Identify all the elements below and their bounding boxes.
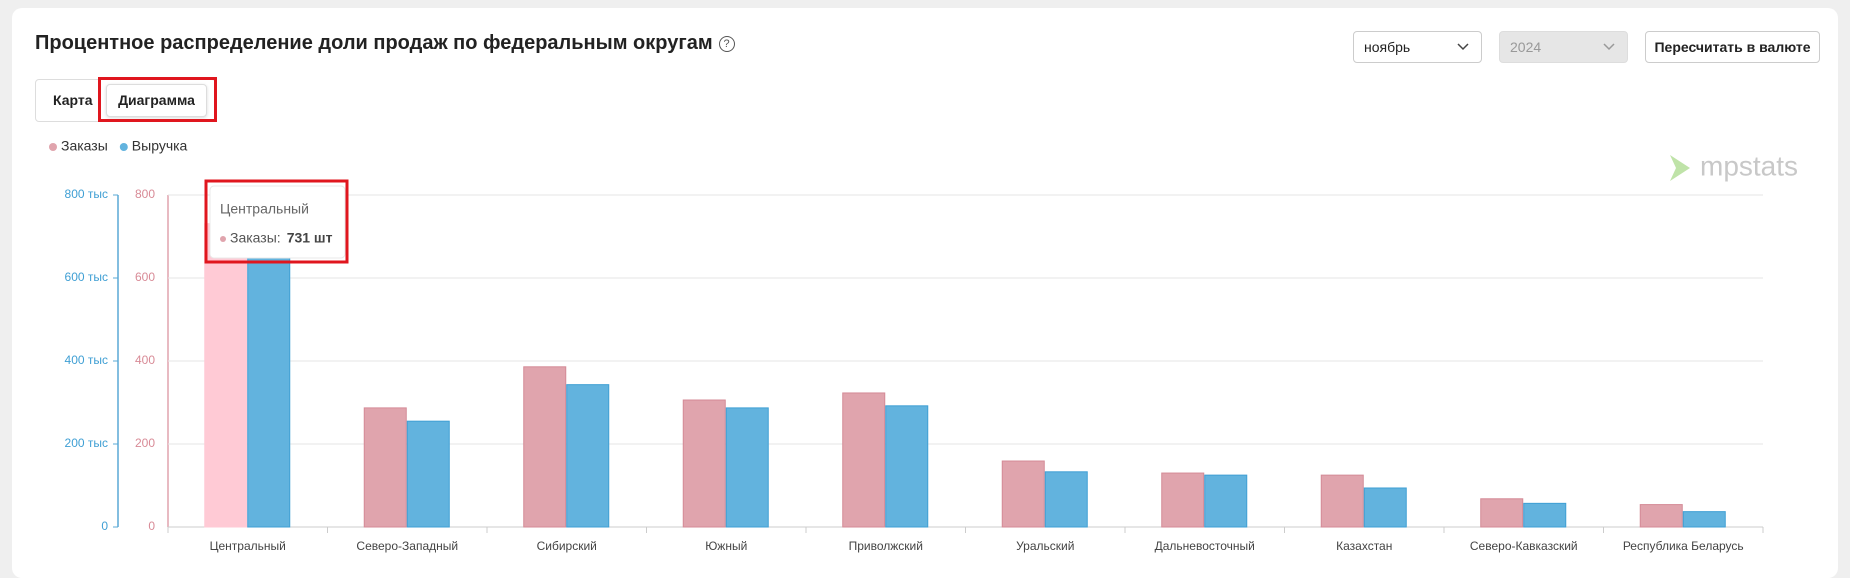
tab-map[interactable]: Карта <box>53 92 93 108</box>
bar <box>842 392 886 528</box>
watermark-text: mpstats <box>1700 150 1798 181</box>
x-tick-label: Северо-Западный <box>356 539 458 553</box>
tooltip-series: Заказы: <box>230 230 281 246</box>
chart: mpstats 0 200 400 600 800 0 200 тыс 400 тыс 600 … <box>49 138 1798 553</box>
bar <box>523 366 567 528</box>
x-tick-label: Уральский <box>1016 539 1074 553</box>
bar <box>725 407 769 528</box>
x-tick-label: Дальневосточный <box>1155 539 1255 553</box>
bar <box>1480 498 1524 528</box>
bar <box>1639 504 1683 528</box>
bar <box>1320 474 1364 528</box>
y-tick-label: 400 <box>135 353 155 367</box>
bar <box>363 407 407 528</box>
y-tick-label: 800 <box>135 187 155 201</box>
legend-label: Выручка <box>132 138 188 154</box>
tooltip-box <box>209 185 346 259</box>
tooltip-value: 731 шт <box>287 230 333 246</box>
x-tick-label: Северо-Кавказский <box>1470 539 1578 553</box>
y2-tick-label: 200 тыс <box>65 436 108 450</box>
bar <box>682 399 726 528</box>
year-select[interactable]: 2024 <box>1499 31 1628 63</box>
x-tick-label: Республика Беларусь <box>1623 539 1744 553</box>
y-tick-label: 600 <box>135 270 155 284</box>
month-select[interactable]: ноябрь <box>1353 31 1482 63</box>
bar <box>1161 472 1205 528</box>
x-tick-label: Приволжский <box>849 539 923 553</box>
tooltip-dot <box>220 236 226 242</box>
bar <box>566 384 610 528</box>
highlight-box <box>204 179 349 264</box>
page-title: Процентное распределение доли продаж по … <box>35 32 713 54</box>
bar <box>1363 487 1407 528</box>
bar <box>204 223 248 528</box>
legend-dot <box>49 143 57 151</box>
year-value: 2024 <box>1510 39 1542 55</box>
y-tick-label: 200 <box>135 436 155 450</box>
x-tick-label: Казахстан <box>1336 539 1392 553</box>
bar <box>247 256 291 528</box>
bar <box>1001 460 1045 528</box>
tooltip: Центральный Заказы: 731 шт <box>204 179 349 264</box>
y-tick-label: 0 <box>148 519 155 533</box>
x-tick-label: Южный <box>705 539 747 553</box>
y2-tick-label: 400 тыс <box>65 353 108 367</box>
page: {"header":{"title":"Процентное распредел… <box>12 8 1838 578</box>
legend-dot <box>119 143 128 151</box>
y2-tick-label: 0 <box>101 519 108 533</box>
bar <box>1044 471 1088 528</box>
help-icon[interactable]: ? <box>718 36 735 52</box>
highlight-box <box>98 77 217 122</box>
x-tick-label: Сибирский <box>537 539 597 553</box>
watermark: mpstats <box>1670 150 1798 181</box>
y2-tick-label: 800 тыс <box>65 187 108 201</box>
x-tick-label: Центральный <box>210 539 286 553</box>
bar <box>406 420 450 528</box>
title-wrap: Процентное распределение доли продаж по … <box>35 32 735 55</box>
bar <box>1682 511 1726 528</box>
y2-tick-label: 600 тыс <box>65 270 108 284</box>
bar <box>1523 502 1567 528</box>
tabs: Карта Диаграмма <box>35 79 216 122</box>
bar <box>1204 474 1248 528</box>
recalc-button[interactable]: Пересчитать в валюте <box>1645 31 1820 63</box>
tooltip-title: Центральный <box>220 201 309 217</box>
month-value: ноябрь <box>1364 39 1411 55</box>
legend-label: Заказы <box>61 138 108 154</box>
tab-chart[interactable]: Диаграмма <box>106 84 207 117</box>
bar <box>885 405 929 528</box>
